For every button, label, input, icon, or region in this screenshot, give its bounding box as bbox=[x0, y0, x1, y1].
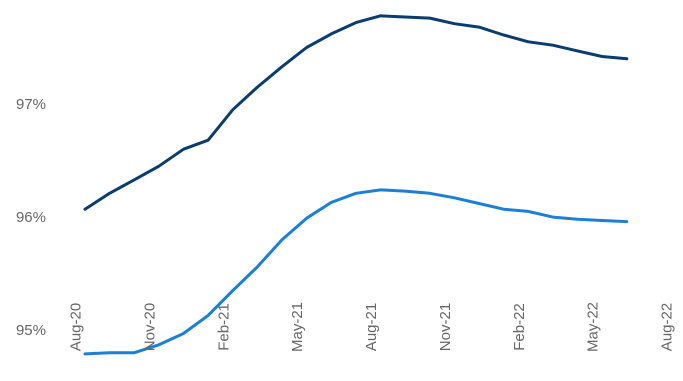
y-tick-label: 96% bbox=[16, 209, 46, 226]
x-tick-label: Nov-20 bbox=[141, 303, 158, 351]
x-tick-label: Aug-21 bbox=[363, 303, 380, 351]
x-tick-label: Aug-22 bbox=[659, 303, 676, 351]
series-line-2 bbox=[83, 188, 629, 356]
y-tick-label: 97% bbox=[16, 96, 46, 113]
x-tick-label: May-21 bbox=[289, 302, 306, 352]
x-axis-tick-labels: Aug-20 Nov-20 Feb-21 May-21 Aug-21 Nov-21 Feb-… bbox=[68, 302, 676, 352]
y-tick-label: 95% bbox=[16, 322, 46, 339]
y-axis-tick-labels: 95% 96% 97% bbox=[16, 96, 46, 339]
x-tick-label: Feb-22 bbox=[511, 303, 528, 351]
x-tick-label: May-22 bbox=[585, 302, 602, 352]
x-tick-label: Feb-21 bbox=[215, 303, 232, 351]
x-tick-label: Aug-20 bbox=[68, 303, 85, 351]
x-tick-label: Nov-21 bbox=[437, 303, 454, 351]
series-line-1 bbox=[83, 14, 629, 211]
series-lines bbox=[83, 14, 629, 356]
